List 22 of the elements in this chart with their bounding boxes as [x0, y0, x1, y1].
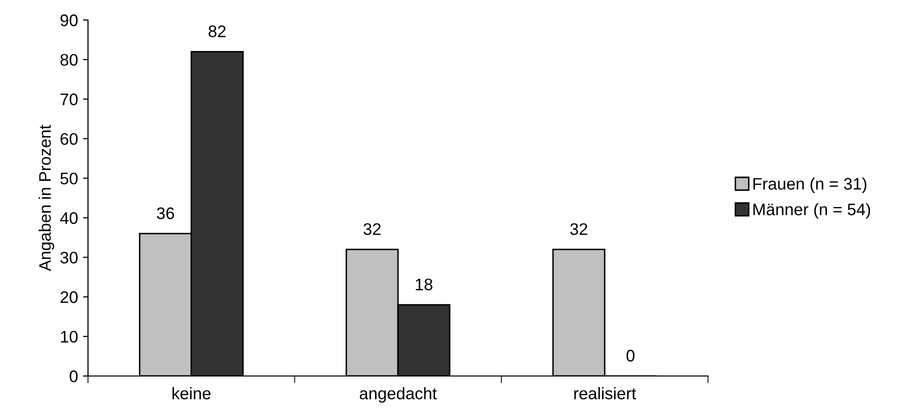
y-axis-title: Angaben in Prozent	[38, 124, 54, 272]
y-tick-label: 50	[60, 172, 78, 184]
y-tick-label: 80	[60, 54, 78, 66]
data-label: 32	[570, 223, 588, 236]
x-tick-label: realisiert	[574, 387, 636, 400]
y-tick-label: 10	[61, 330, 78, 343]
x-tick-label: angedacht	[360, 387, 437, 403]
y-tick-label: 40	[60, 212, 78, 224]
y-tick-label: 20	[60, 291, 78, 304]
data-label: 82	[208, 25, 226, 38]
legend-label: Männer (n = 54)	[753, 203, 870, 219]
data-label: 0	[626, 350, 634, 362]
x-tick-label: keine	[172, 387, 211, 400]
y-tick-label: 0	[70, 370, 78, 382]
y-tick-label: 60	[60, 133, 78, 145]
y-tick-label: 30	[60, 252, 78, 264]
legend-label: Frauen (n = 31)	[753, 177, 866, 193]
data-label: 18	[416, 278, 432, 290]
data-label: 36	[156, 207, 174, 220]
y-tick-label: 70	[60, 94, 78, 106]
data-label: 32	[364, 223, 381, 236]
y-tick-label: 90	[60, 14, 78, 26]
